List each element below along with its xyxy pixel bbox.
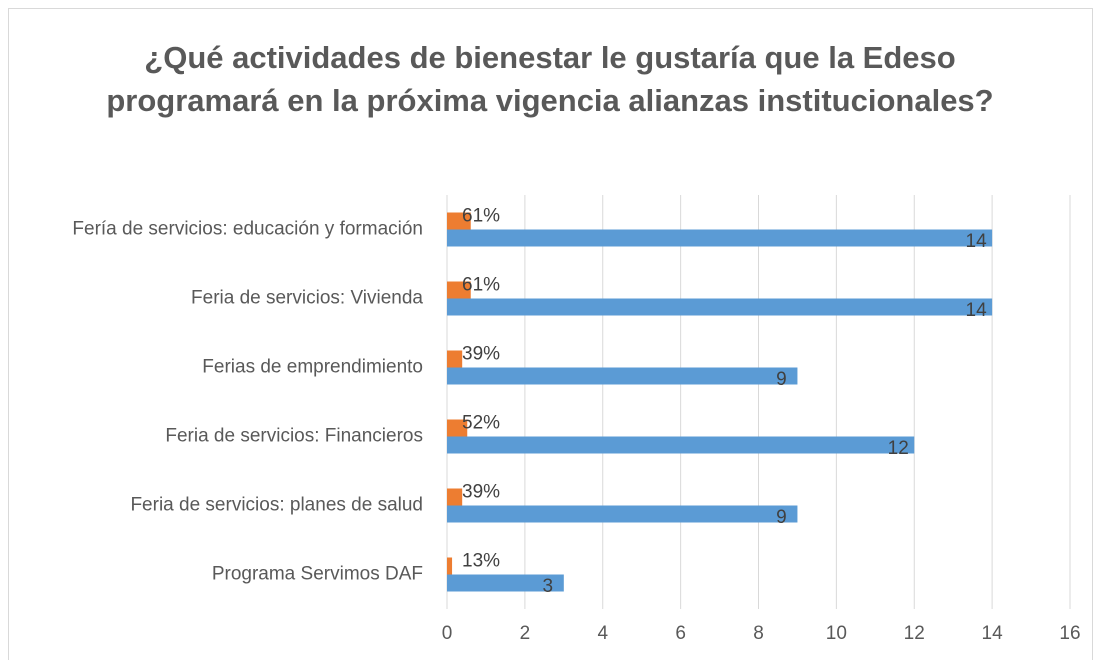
- data-label: 12: [888, 438, 909, 459]
- bar: [447, 557, 453, 575]
- x-tick-label: 8: [753, 623, 764, 644]
- bar: [447, 436, 915, 454]
- bar: [447, 212, 471, 230]
- x-tick-label: 4: [597, 623, 608, 644]
- data-label: 9: [776, 507, 787, 528]
- bar: [447, 298, 993, 316]
- chart-border: [8, 8, 1093, 660]
- bar: [447, 419, 468, 437]
- y-tick-label: Feria de servicios: Vivienda: [191, 288, 423, 309]
- x-tick-label: 12: [904, 623, 925, 644]
- bar: [447, 229, 993, 247]
- x-tick-label: 14: [982, 623, 1004, 644]
- data-label: 13%: [462, 551, 500, 572]
- x-tick-label: 10: [826, 623, 847, 644]
- x-tick-label: 6: [675, 623, 686, 644]
- x-tick-label: 16: [1059, 623, 1080, 644]
- y-tick-label: Ferias de emprendimiento: [202, 357, 423, 378]
- data-label: 61%: [462, 275, 500, 296]
- chart-title: ¿Qué actividades de bienestar le gustarí…: [106, 40, 994, 118]
- data-label: 39%: [462, 344, 500, 365]
- x-tick-label: 2: [520, 623, 531, 644]
- x-tick-label: 0: [442, 623, 453, 644]
- data-label: 14: [966, 300, 988, 321]
- data-label: 39%: [462, 482, 500, 503]
- bar: [447, 281, 471, 299]
- bar: [447, 367, 798, 385]
- bar: [447, 350, 463, 368]
- data-label: 61%: [462, 206, 500, 227]
- data-label: 9: [776, 369, 787, 390]
- data-label: 52%: [462, 413, 500, 434]
- bar: [447, 488, 463, 506]
- data-label: 3: [543, 576, 554, 597]
- data-label: 14: [966, 231, 988, 252]
- y-tick-label: Feria de servicios: planes de salud: [130, 495, 423, 516]
- y-tick-label: Programa Servimos DAF: [212, 564, 423, 585]
- y-tick-label: Fería de servicios: educación y formació…: [72, 219, 423, 240]
- y-tick-label: Feria de servicios: Financieros: [165, 426, 423, 447]
- bar: [447, 505, 798, 523]
- bar: [447, 574, 564, 592]
